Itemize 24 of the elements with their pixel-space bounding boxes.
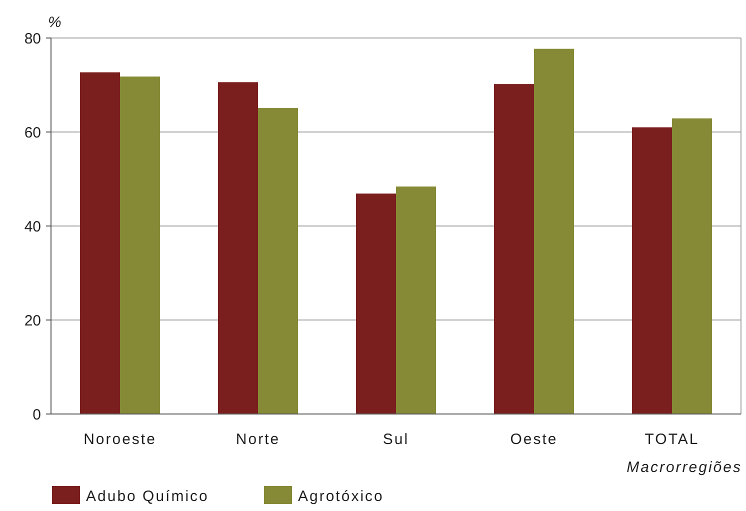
bar: [534, 48, 574, 414]
y-tick-label: 80: [24, 30, 41, 48]
legend-label: Agrotóxico: [298, 488, 384, 505]
y-tick-label: 20: [24, 312, 41, 330]
y-tick-label: 0: [32, 406, 41, 424]
x-tick-label: Norte: [236, 431, 280, 448]
bar: [218, 82, 258, 414]
x-tick-label: Oeste: [510, 431, 558, 448]
bar: [672, 118, 712, 414]
y-tick-label: 40: [24, 218, 41, 236]
bar: [356, 194, 396, 414]
x-tick-label: Sul: [382, 431, 410, 448]
y-axis-title: %: [48, 14, 62, 31]
y-tick-label: 60: [24, 124, 41, 142]
x-tick-label: Noroeste: [84, 431, 156, 448]
bar: [632, 127, 672, 414]
x-axis-title: Macrorregiões: [626, 459, 742, 476]
bar: [396, 186, 436, 414]
legend-label: Adubo Químico: [86, 488, 209, 505]
bar: [258, 108, 298, 414]
x-tick-label: TOTAL: [644, 431, 700, 448]
bar: [120, 76, 160, 414]
bar: [494, 84, 534, 414]
bar: [80, 72, 120, 414]
